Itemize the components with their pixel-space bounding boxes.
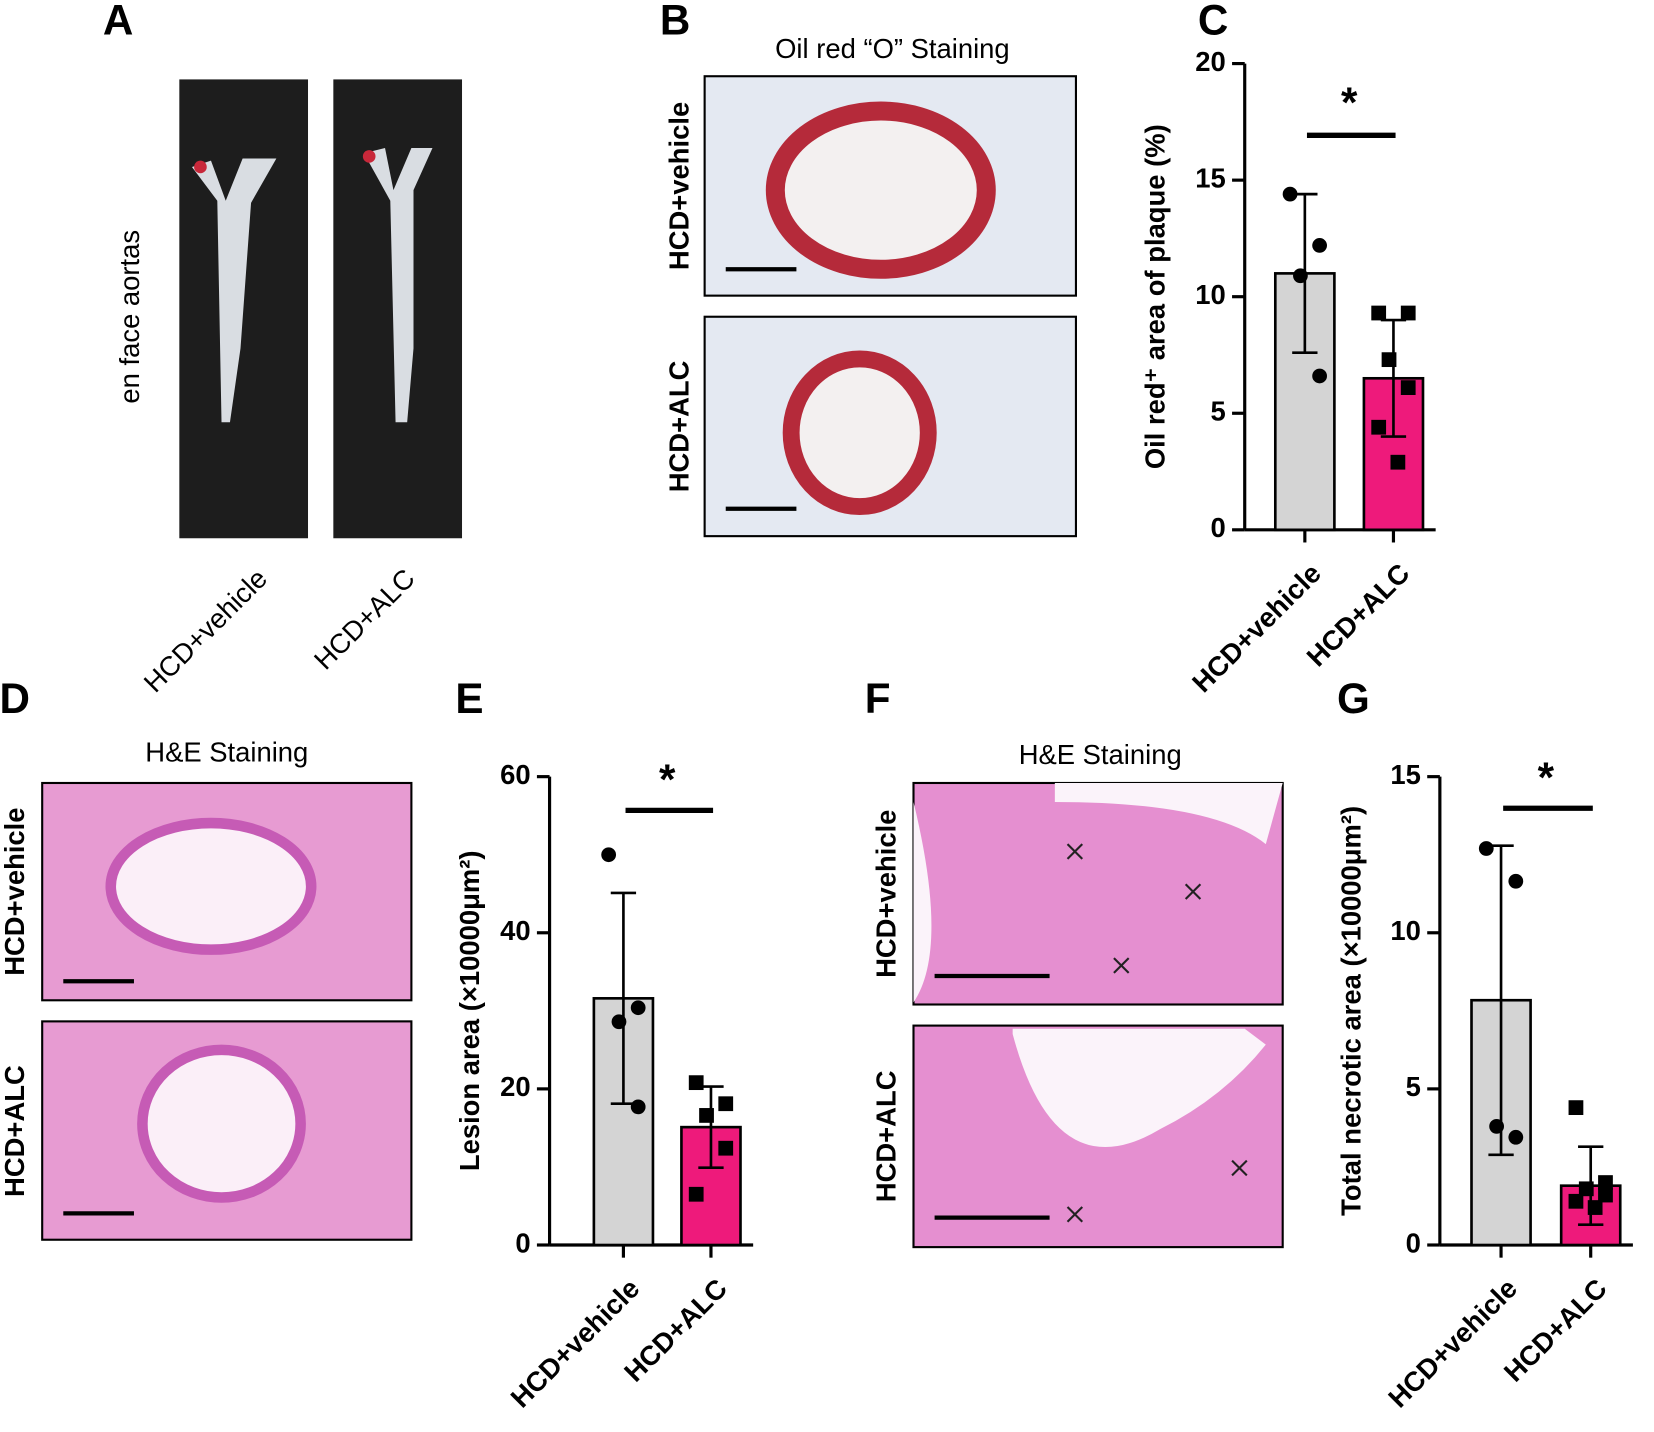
lesion: [782, 350, 937, 516]
data-point: [1371, 419, 1387, 435]
data-point: [1568, 1193, 1584, 1209]
group-label: HCD+ALC: [308, 563, 421, 676]
data-point: [1400, 305, 1416, 321]
data-point: [601, 847, 617, 863]
data-point: [1598, 1187, 1613, 1203]
significance-star: *: [1538, 754, 1555, 801]
y-tick-label: 0: [1406, 1227, 1421, 1258]
y-axis-title: Total necrotic area (×10000μm²): [1336, 806, 1367, 1216]
y-tick-label: 10: [1195, 279, 1225, 310]
lesion: [105, 817, 317, 955]
panel-letter: D: [0, 675, 30, 722]
data-point: [1478, 841, 1494, 856]
row-label: HCD+ALC: [0, 1065, 30, 1197]
data-point: [1508, 1129, 1524, 1145]
data-point: [1282, 186, 1298, 202]
y-tick-label: 20: [1195, 46, 1225, 77]
stain: [362, 150, 376, 163]
y-tick-label: 40: [500, 915, 530, 946]
data-point: [1568, 1100, 1584, 1116]
x-tick-label: HCD+vehicle: [1186, 557, 1327, 698]
row-label: HCD+vehicle: [664, 102, 695, 270]
data-point: [718, 1096, 734, 1112]
row-label: HCD+vehicle: [0, 807, 30, 975]
side-label: en face aortas: [114, 230, 145, 404]
lumen: [1012, 1028, 1266, 1148]
data-point: [688, 1186, 704, 1202]
necrosis-markers: [1066, 843, 1248, 1223]
data-point: [1390, 454, 1406, 470]
data-point: [611, 1014, 627, 1030]
panel-title: Oil red “O” Staining: [775, 33, 1010, 64]
data-point: [1400, 380, 1416, 395]
y-tick-label: 0: [1210, 512, 1225, 543]
significance-star: *: [659, 756, 676, 803]
row-label: HCD+ALC: [870, 1070, 901, 1202]
y-tick-label: 0: [515, 1227, 530, 1258]
y-axis-title: Lesion area (×10000μm²): [454, 850, 485, 1171]
data-point: [1312, 368, 1327, 384]
y-tick-label: 60: [500, 759, 530, 790]
panel-letter: E: [455, 675, 483, 722]
lumen: [913, 782, 1283, 1003]
data-point: [1587, 1200, 1603, 1215]
aorta: [191, 158, 277, 423]
row-label: HCD+ALC: [664, 360, 695, 492]
panel-letter: F: [865, 675, 891, 722]
x-tick-label: HCD+vehicle: [1382, 1273, 1523, 1414]
panel-letter: B: [660, 0, 690, 44]
data-point: [630, 1099, 646, 1115]
y-axis-title: Oil red⁺ area of plaque (%): [1139, 124, 1170, 469]
y-tick-label: 15: [1390, 759, 1420, 790]
panel-title: H&E Staining: [145, 737, 308, 768]
y-tick-label: 15: [1195, 162, 1225, 193]
data-point: [1371, 305, 1387, 321]
stain: [194, 160, 207, 174]
group-label: HCD+vehicle: [138, 563, 274, 699]
lesion: [765, 101, 996, 279]
panel-letter: G: [1337, 675, 1370, 722]
data-point: [1381, 352, 1397, 368]
y-tick-label: 20: [500, 1071, 530, 1102]
y-tick-label: 5: [1210, 396, 1225, 427]
lesion: [137, 1044, 306, 1203]
significance-star: *: [1341, 79, 1358, 126]
x-tick-label: HCD+vehicle: [504, 1273, 645, 1414]
photo: [179, 79, 309, 539]
panel-letter: C: [1198, 0, 1228, 44]
data-point: [1489, 1118, 1505, 1134]
data-point: [688, 1075, 704, 1091]
y-tick-label: 10: [1390, 915, 1420, 946]
data-point: [718, 1140, 734, 1156]
data-point: [1598, 1175, 1613, 1190]
panel-title: H&E Staining: [1019, 739, 1182, 770]
y-tick-label: 5: [1406, 1071, 1421, 1102]
panel-letter: A: [103, 0, 133, 44]
data-point: [1508, 873, 1524, 889]
data-point: [1578, 1181, 1594, 1197]
row-label: HCD+vehicle: [870, 810, 901, 978]
data-point: [630, 1000, 646, 1016]
data-point: [1293, 268, 1308, 284]
data-point: [699, 1108, 714, 1123]
data-point: [1312, 238, 1327, 253]
aorta: [363, 147, 433, 423]
